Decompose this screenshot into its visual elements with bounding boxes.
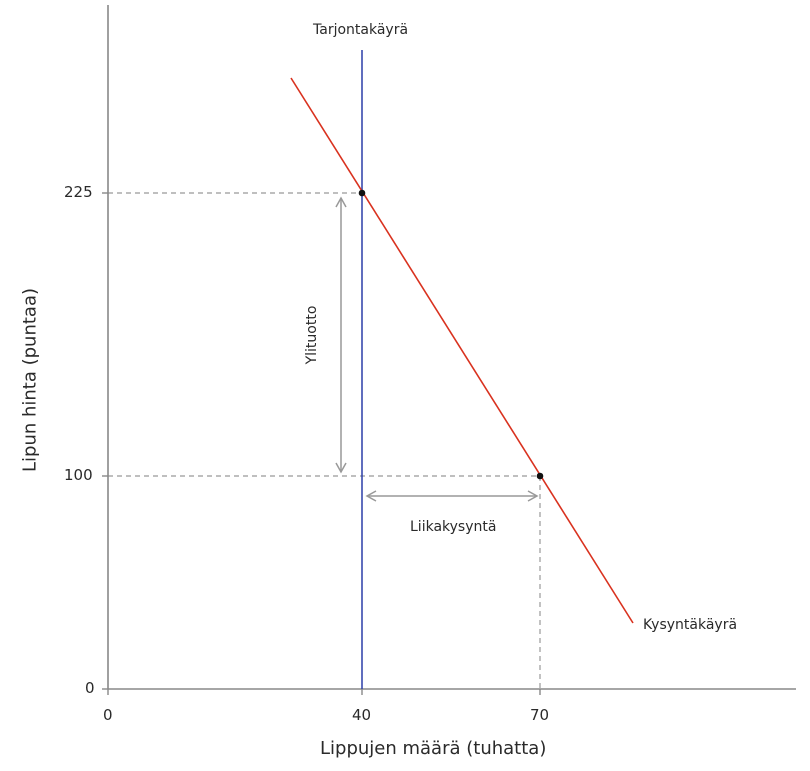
- x-tick-label-40: 40: [352, 706, 372, 724]
- x-tick-label-0: 0: [103, 706, 113, 724]
- y-tick-label-225: 225: [64, 183, 93, 201]
- x-tick-label-70: 70: [530, 706, 550, 724]
- demand-curve: [290, 77, 634, 624]
- x-axis-title: Lippujen määrä (tuhatta): [320, 738, 547, 759]
- y-tick-label-0: 0: [85, 679, 95, 697]
- demand-curve-label: Kysyntäkäyrä: [643, 617, 738, 633]
- point-70-100: [536, 472, 544, 480]
- y-tick-label-100: 100: [64, 466, 93, 484]
- y-axis-title: Lipun hinta (puntaa): [19, 287, 41, 473]
- surplus-label: Ylituotto: [304, 305, 320, 365]
- shortage-label: Liikakysyntä: [410, 519, 497, 535]
- point-40-225: [358, 189, 366, 197]
- supply-curve-label: Tarjontakäyrä: [313, 22, 409, 38]
